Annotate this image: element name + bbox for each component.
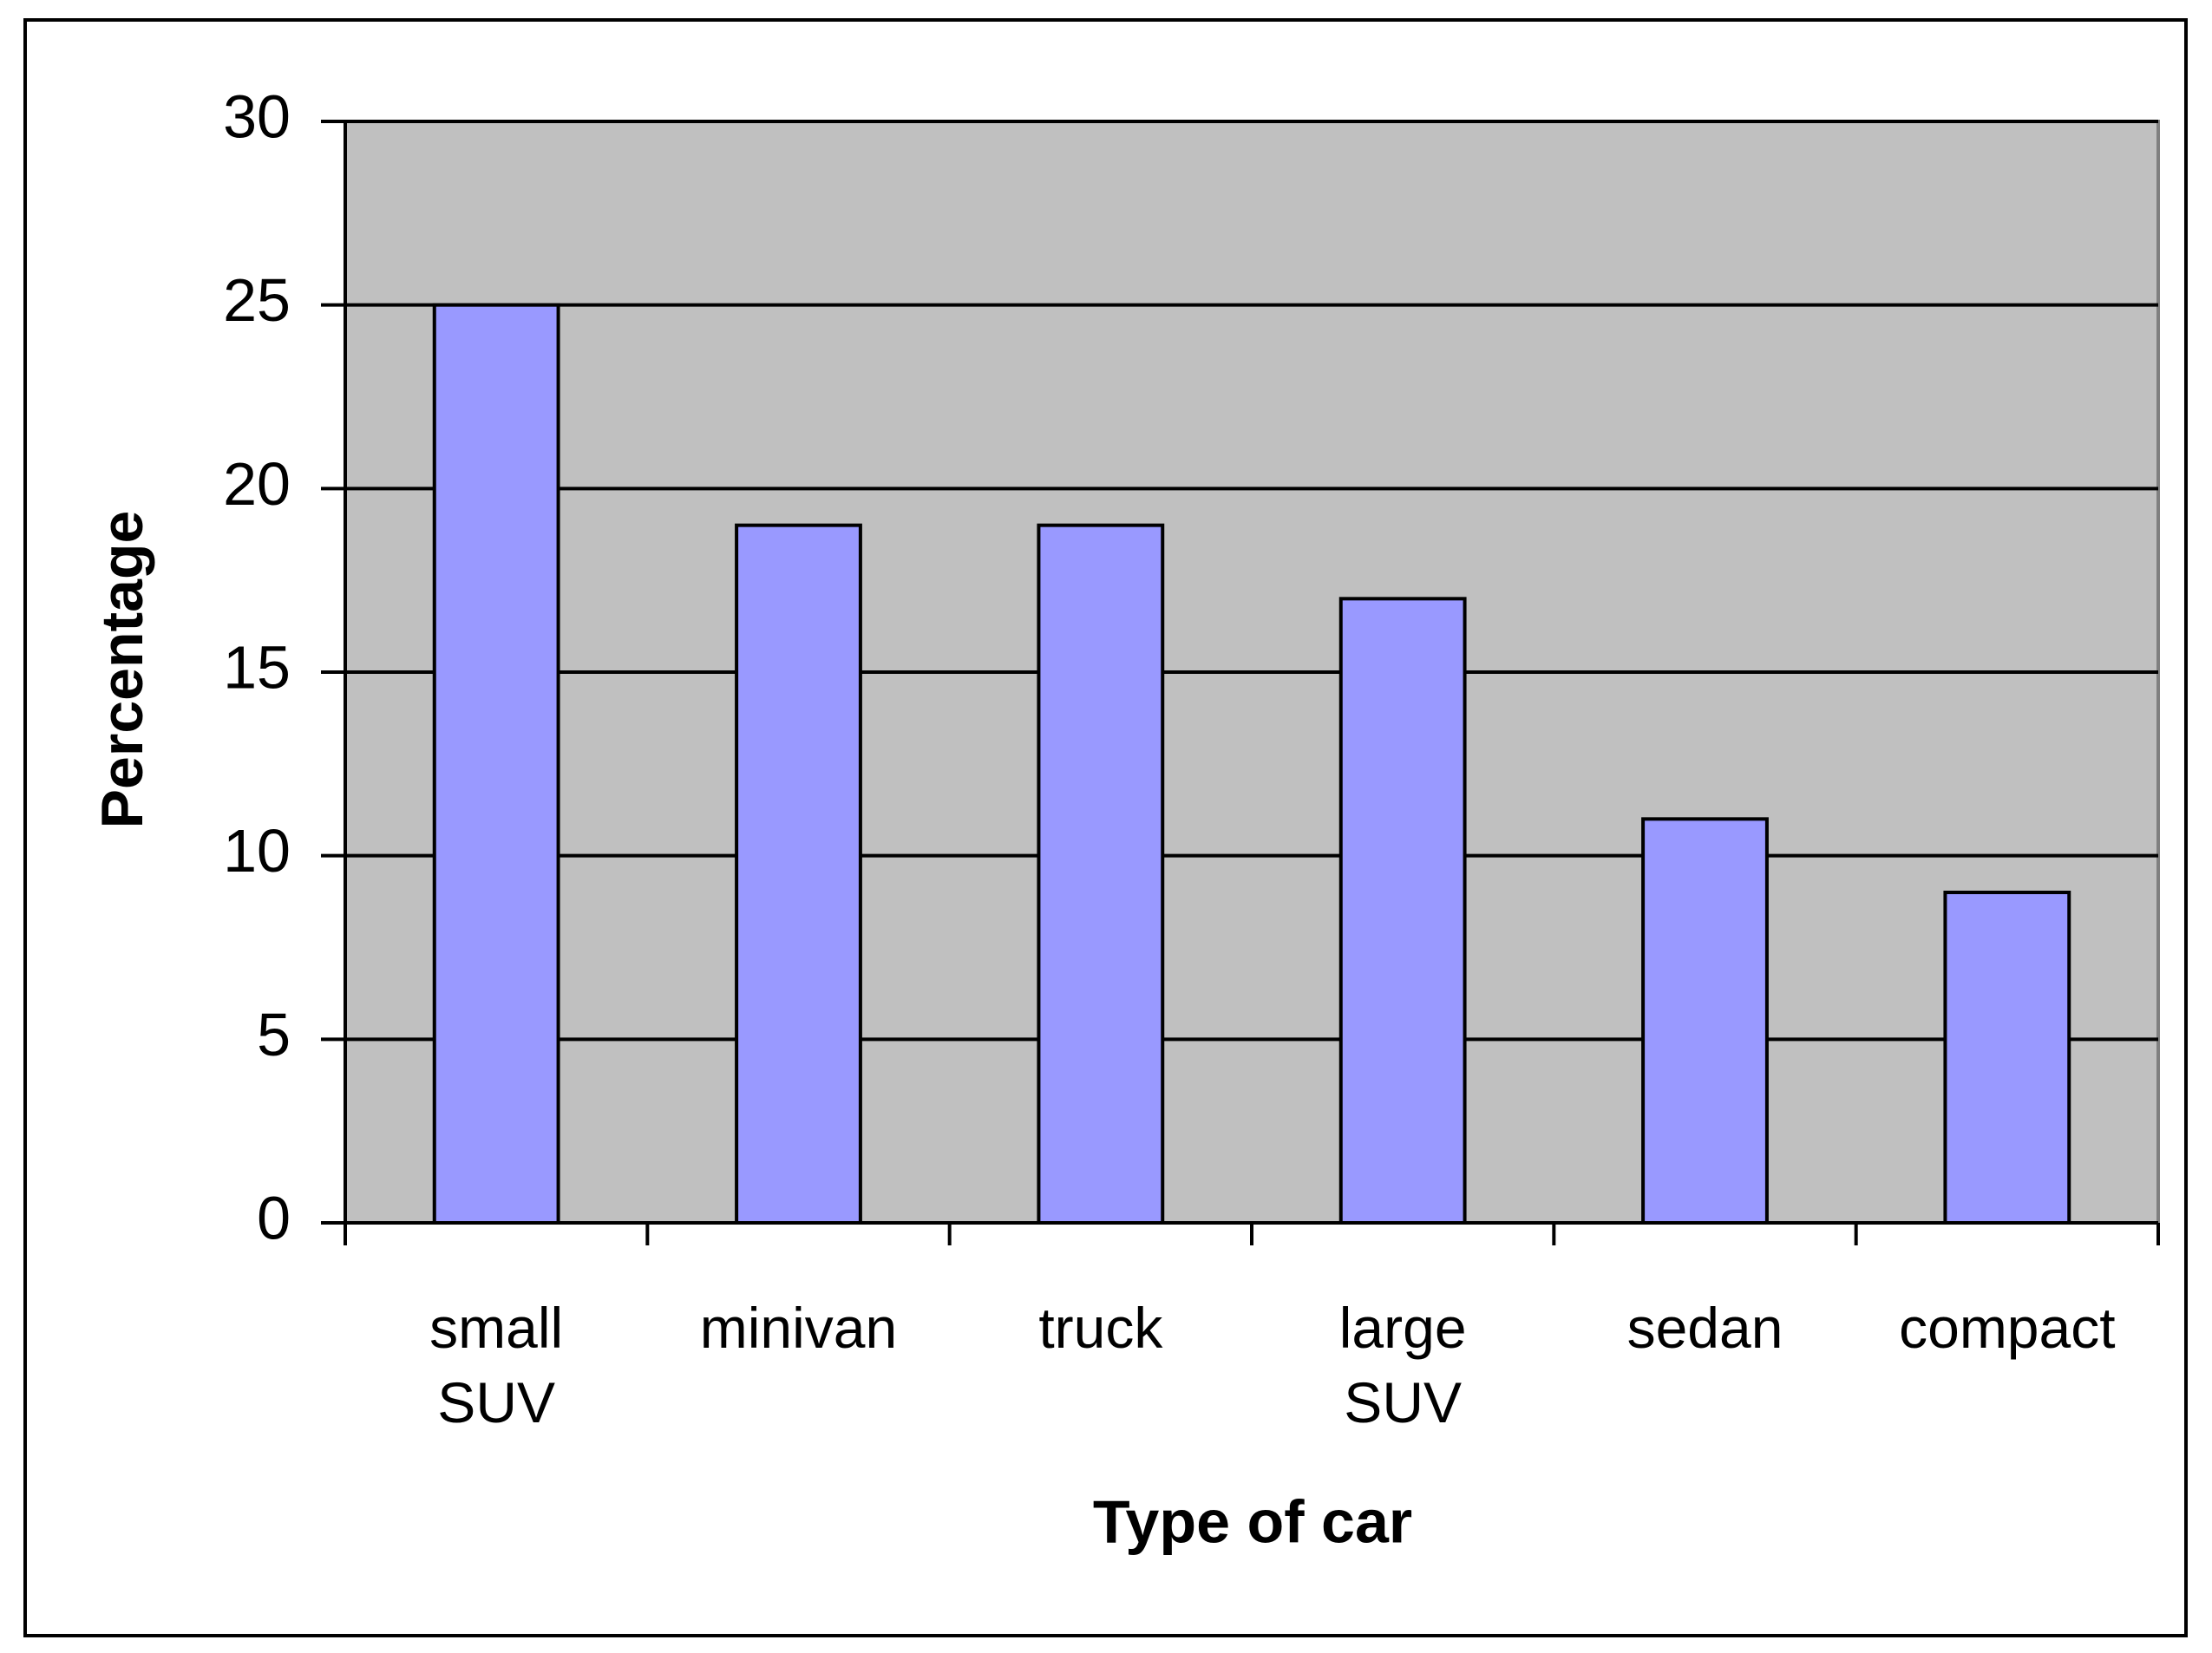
bar	[1641, 817, 1769, 1225]
x-tick-label: sedan	[1626, 1296, 1783, 1360]
x-tick-label: minivan	[699, 1296, 898, 1360]
y-tick-label: 0	[257, 1184, 291, 1251]
bar	[1037, 523, 1165, 1225]
x-tick-label: truck	[1038, 1296, 1163, 1360]
y-tick-label: 30	[223, 82, 291, 150]
x-tick-label: large SUV	[1338, 1296, 1467, 1434]
y-tick-label: 15	[223, 633, 291, 701]
y-tick-label: 25	[223, 266, 291, 334]
y-axis-title: Percentage	[89, 511, 155, 829]
bar	[1338, 597, 1467, 1225]
x-axis-title: Type of car	[1093, 1487, 1412, 1555]
bar	[432, 303, 560, 1225]
y-tick-label: 20	[223, 450, 291, 518]
y-tick-label: 5	[257, 1001, 291, 1068]
x-tick-label: compact	[1899, 1296, 2116, 1360]
bar	[735, 523, 862, 1225]
bar	[1943, 891, 2071, 1225]
y-tick-label: 10	[223, 817, 291, 885]
x-tick-label: small SUV	[429, 1296, 564, 1434]
